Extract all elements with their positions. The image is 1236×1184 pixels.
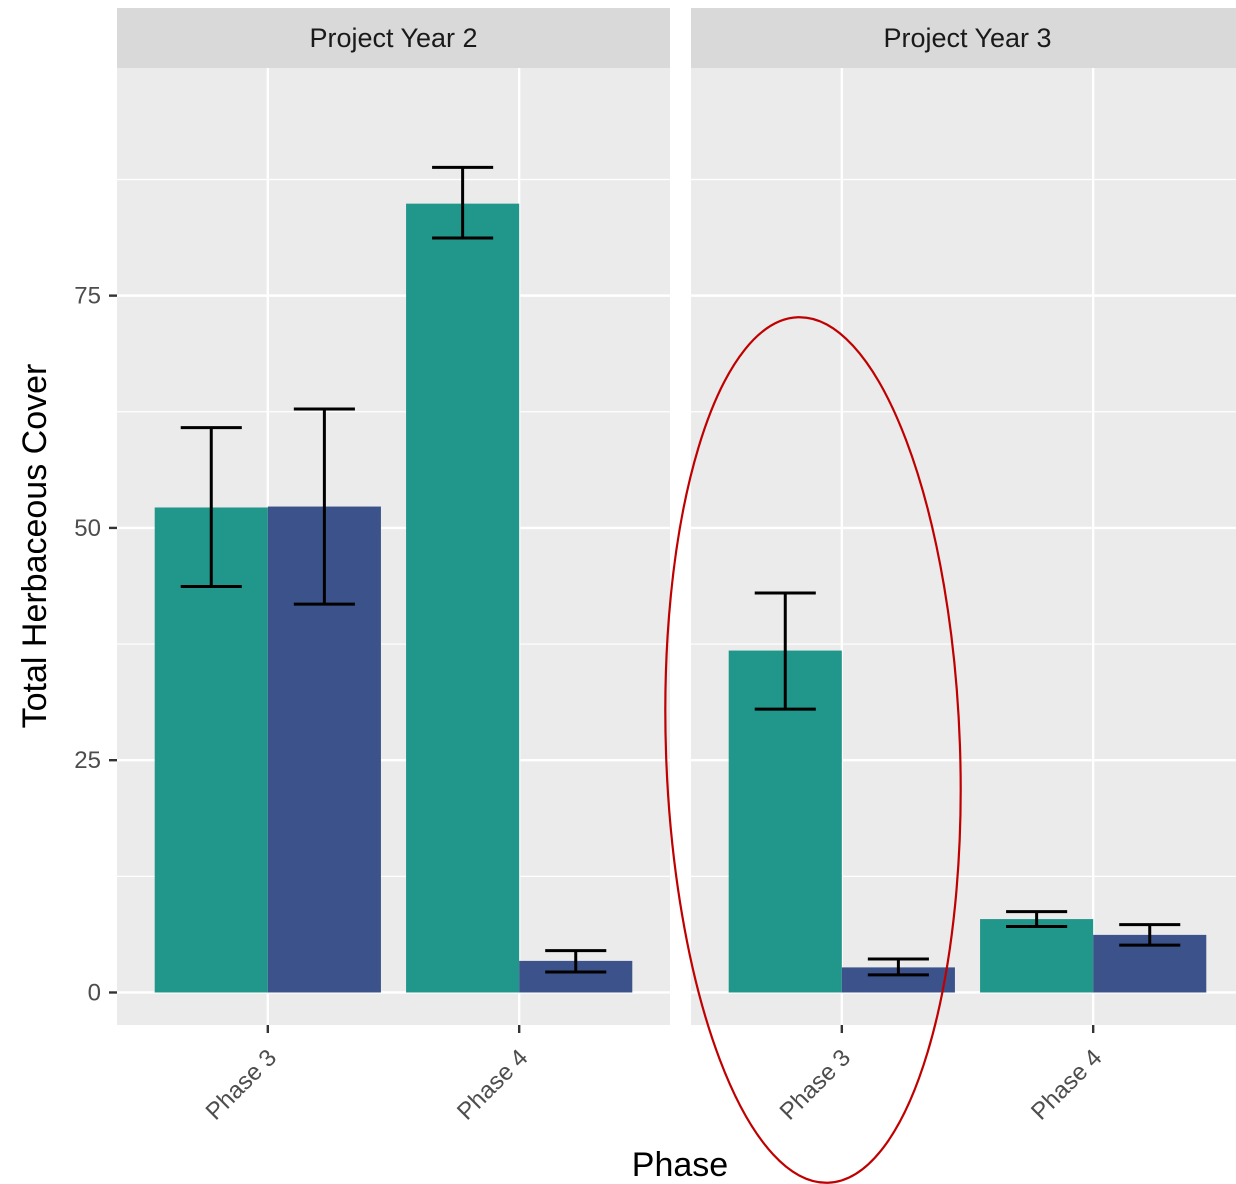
error-bar (1119, 923, 1181, 947)
bar (406, 203, 520, 993)
facet-strip-label: Project Year 2 (309, 23, 477, 53)
panels-layer: Project Year 2 Project Year 3 (117, 8, 1236, 1025)
y-tick-label: 25 (74, 747, 101, 774)
facet-strip-label: Project Year 3 (883, 23, 1051, 53)
error-bar (432, 165, 494, 240)
x-tick-label: Phase 3 (775, 1044, 856, 1125)
y-axis: 0 25 50 75 (74, 283, 117, 1006)
x-tick-label: Phase 4 (452, 1044, 533, 1125)
y-axis-title: Total Herbaceous Cover (16, 364, 54, 729)
bar (154, 507, 268, 993)
y-tick-label: 50 (74, 515, 101, 542)
y-tick-label: 0 (88, 979, 101, 1006)
error-bar (545, 949, 607, 974)
facet-strip (691, 8, 1236, 68)
highlight-ellipse-annotation (664, 316, 962, 1184)
bar (980, 919, 1094, 993)
error-bar (1006, 910, 1068, 929)
facet-panel: Project Year 2 (117, 8, 670, 1025)
error-bar (754, 591, 816, 711)
facet-panel: Project Year 3 (691, 8, 1236, 1025)
facet-strip (117, 8, 670, 68)
error-bar (180, 426, 242, 588)
x-tick-label: Phase 3 (201, 1044, 282, 1125)
y-tick-label: 75 (74, 283, 101, 310)
error-bar (867, 957, 929, 977)
x-axis: Phase 3 Phase 4 Phase 3 Phase 4 (201, 1025, 1107, 1126)
x-axis-title: Phase (632, 1146, 728, 1184)
x-tick-label: Phase 4 (1026, 1044, 1107, 1125)
error-bar (293, 407, 355, 606)
